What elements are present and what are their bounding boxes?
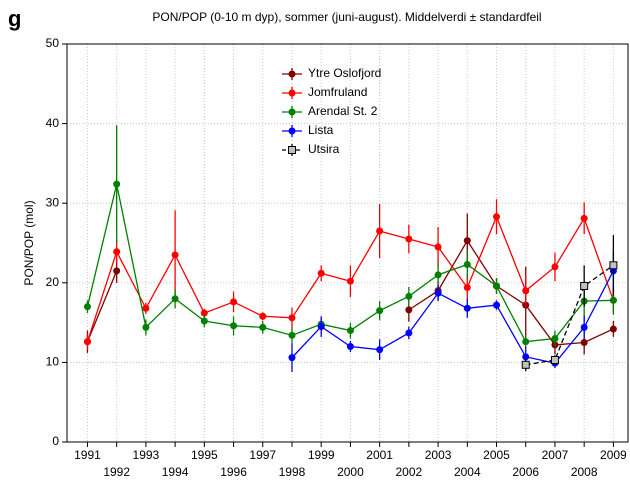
point [113,180,121,188]
point [83,338,91,346]
x-tick-label: 2004 [454,465,481,479]
point [376,346,384,354]
x-tick-label: 2001 [366,448,393,462]
point [346,327,354,335]
x-tick-label: 2002 [396,465,423,479]
point [288,354,296,362]
y-tick-label: 0 [52,434,59,448]
point [405,329,413,337]
point [113,267,121,275]
legend-marker [288,108,296,116]
point [83,303,91,311]
point [522,353,530,361]
point [463,304,471,312]
y-axis-label: PON/POP (mol) [22,200,36,285]
point [142,323,150,331]
point [493,301,501,309]
point [463,284,471,292]
point [171,295,179,303]
panel-label: g [8,6,21,31]
point [200,309,208,317]
point [230,322,238,330]
point [288,331,296,339]
point [580,339,588,346]
point [113,248,121,256]
point [493,213,501,221]
point [376,307,384,315]
x-tick-label: 2003 [425,448,452,462]
point [230,298,238,306]
x-tick-label: 2005 [483,448,510,462]
point [551,335,559,343]
point [463,260,471,268]
legend-label: Ytre Oslofjord [308,66,381,80]
point [522,287,530,295]
x-tick-label: 1999 [308,448,335,462]
point [376,227,384,235]
point [405,235,413,243]
point [580,281,589,290]
point [288,314,296,322]
x-tick-label: 2006 [512,465,539,479]
y-tick-label: 30 [46,195,60,209]
point [580,323,588,331]
x-tick-label: 1995 [191,448,218,462]
x-tick-label: 1998 [279,465,306,479]
series-line [291,270,614,364]
legend-label: Lista [308,123,334,137]
point [609,296,617,304]
point [550,356,559,365]
point [434,271,442,279]
point [580,214,588,222]
point [522,338,530,346]
point [405,306,413,314]
x-tick-label: 2007 [542,448,569,462]
legend-marker [288,70,296,78]
point [317,269,325,277]
legend-marker [288,127,296,135]
point [346,277,354,285]
point [463,237,471,245]
series-line [86,239,614,346]
y-tick-label: 10 [46,355,60,369]
x-tick-label: 1993 [133,448,160,462]
point [434,289,442,297]
x-tick-label: 1991 [74,448,101,462]
point [609,325,617,333]
point [259,323,267,331]
y-tick-label: 20 [46,275,60,289]
point [259,312,267,320]
x-tick-label: 1996 [220,465,247,479]
x-tick-label: 1994 [162,465,189,479]
legend-marker [288,89,296,97]
plot-frame [66,43,629,443]
legend-marker [288,146,296,154]
point [405,292,413,300]
legend-label: Jomfruland [308,85,367,99]
x-tick-label: 1992 [103,465,130,479]
point [521,360,530,369]
point [434,243,442,251]
point [317,323,325,331]
legend-label: Arendal St. 2 [308,104,378,118]
x-tick-label: 2008 [571,465,598,479]
legend-label: Utsira [308,142,340,156]
point [609,261,618,270]
point [142,304,150,312]
x-tick-label: 1997 [249,448,276,462]
point [346,342,354,350]
x-tick-label: 2009 [600,448,627,462]
chart-title: PON/POP (0-10 m dyp), sommer (juni-augus… [152,10,541,24]
point [200,317,208,325]
point [493,282,501,290]
x-tick-label: 2000 [337,465,364,479]
y-tick-label: 50 [46,36,60,50]
point [171,251,179,259]
y-tick-label: 40 [46,116,60,130]
point [551,263,559,271]
